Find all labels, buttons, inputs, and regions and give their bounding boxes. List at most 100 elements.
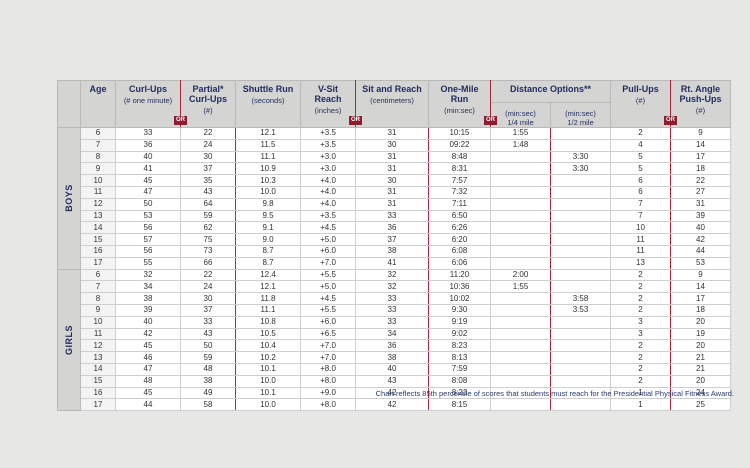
column-title: Shuttle Run (242, 84, 294, 94)
column-subtitle: (min:sec) 1/2 mile (565, 109, 596, 127)
table-cell: 8.7 (235, 244, 301, 258)
table-cell: 9:19 (428, 315, 491, 329)
table-cell: 5 (610, 162, 671, 176)
table-cell (550, 127, 611, 140)
table-cell: 33 (355, 315, 429, 329)
table-cell: +3.0 (300, 162, 356, 176)
table-cell: 14 (670, 280, 731, 294)
table-cell: 11.1 (235, 150, 301, 164)
column-title: Sit and Reach (362, 84, 422, 94)
group-cell: BOYS (57, 127, 81, 270)
table-cell: 5 (610, 150, 671, 164)
table-cell: 16 (80, 244, 116, 258)
table-cell: +5.0 (300, 233, 356, 246)
header-cell: One-Mile Run (min:sec) OR (428, 80, 497, 128)
column-title: Curl-Ups (129, 84, 167, 94)
table-cell: 11.1 (235, 303, 301, 317)
table-cell: 1:55 (490, 280, 551, 294)
table-cell: 7 (610, 209, 671, 223)
table-cell: 44 (115, 398, 181, 412)
table-cell: 11 (610, 233, 671, 246)
table-cell: 56 (115, 221, 181, 235)
table-cell: 2 (610, 374, 671, 388)
table-cell: +3.0 (300, 150, 356, 164)
table-cell: 14 (80, 362, 116, 376)
table-cell: 3 (610, 315, 671, 329)
table-cell: 6:20 (428, 233, 491, 246)
column-subtitle: (centimeters) (370, 96, 414, 105)
table-cell: 10.1 (235, 386, 301, 400)
table-cell: 46 (115, 351, 181, 364)
group-cell: GIRLS (57, 268, 81, 412)
table-cell: 9:30 (428, 303, 491, 317)
table-cell: 36 (355, 339, 429, 353)
table-row: 13 46 59 10.2 +7.0 38 8:13 2 21 (58, 351, 731, 364)
table-cell (490, 362, 551, 376)
table-cell: 21 (670, 362, 731, 376)
column-subtitle: (min:sec) (444, 106, 475, 115)
table-cell: 12.1 (235, 127, 301, 140)
column-title: Pull-Ups (622, 84, 659, 94)
table-cell: 64 (180, 197, 236, 211)
table-cell: +5.5 (300, 268, 356, 282)
table-cell: 33 (180, 315, 236, 329)
table-row: 9 41 37 10.9 +3.0 31 8:31 3:30 5 18 (58, 162, 731, 176)
table-cell: 8:13 (428, 351, 491, 364)
table-cell: 2 (610, 339, 671, 353)
table-cell: 33 (355, 292, 429, 305)
table-cell: 15 (80, 233, 116, 246)
table-cell: 43 (355, 374, 429, 388)
table-cell: 11 (80, 185, 116, 199)
table-cell: 6 (80, 268, 116, 282)
table-cell: 8.7 (235, 256, 301, 270)
table-cell: 33 (355, 209, 429, 223)
column-subtitle: (#) (203, 106, 213, 115)
table-cell: 17 (80, 398, 116, 412)
column-subtitle: (#) (695, 106, 706, 115)
table-cell: 17 (670, 150, 731, 164)
table-cell: 8 (80, 150, 116, 164)
column-subtitle: (inches) (314, 106, 342, 115)
table-cell: 43 (180, 327, 236, 341)
table-cell: 10.9 (235, 162, 301, 176)
table-cell: +8.0 (300, 362, 356, 376)
table-cell: 59 (180, 351, 236, 364)
table-cell: 32 (355, 268, 429, 282)
table-cell: 34 (115, 280, 181, 294)
table-row: 17 55 66 8.7 +7.0 41 6:06 13 53 (58, 256, 731, 270)
or-badge: OR (484, 116, 497, 125)
table-cell: 34 (355, 327, 429, 341)
table-cell: 13 (610, 256, 671, 270)
table-cell: 12 (80, 197, 116, 211)
table-cell: 14 (670, 138, 731, 152)
table-cell: +5.5 (300, 303, 356, 317)
table-cell: 53 (115, 209, 181, 223)
table-cell: 17 (80, 256, 116, 270)
table-cell (550, 362, 611, 376)
table-row: BOYS 6 33 22 12.1 +3.5 31 10:15 1:55 2 9 (57, 127, 731, 270)
table-cell (490, 174, 551, 187)
table-cell: 30 (180, 292, 236, 305)
table-cell: +4.0 (300, 185, 356, 199)
table-row: 9 39 37 11.1 +5.5 33 9:30 3:53 2 18 (58, 303, 731, 317)
table-cell: 1:55 (490, 127, 551, 140)
header-group-cell: Distance Options** (490, 80, 611, 103)
table-cell: 10:36 (428, 280, 491, 294)
table-cell: 11.5 (235, 138, 301, 152)
table-cell: 11 (610, 244, 671, 258)
table-cell: 20 (670, 374, 731, 388)
table-cell: +5.0 (300, 280, 356, 294)
table-cell: 10.4 (235, 339, 301, 353)
header-cell: Curl-Ups (# one minute) OR (115, 80, 187, 128)
table-cell: 6:08 (428, 244, 491, 258)
table-cell: 6 (80, 127, 116, 140)
table-cell: 27 (670, 185, 731, 199)
table-cell: +7.0 (300, 351, 356, 364)
table-cell: 11:20 (428, 268, 491, 282)
table-cell: 38 (355, 244, 429, 258)
column-title: One-Mile Run (440, 84, 479, 104)
table-cell: 22 (670, 174, 731, 187)
table-cell: 11 (80, 327, 116, 341)
table-cell: 30 (355, 138, 429, 152)
